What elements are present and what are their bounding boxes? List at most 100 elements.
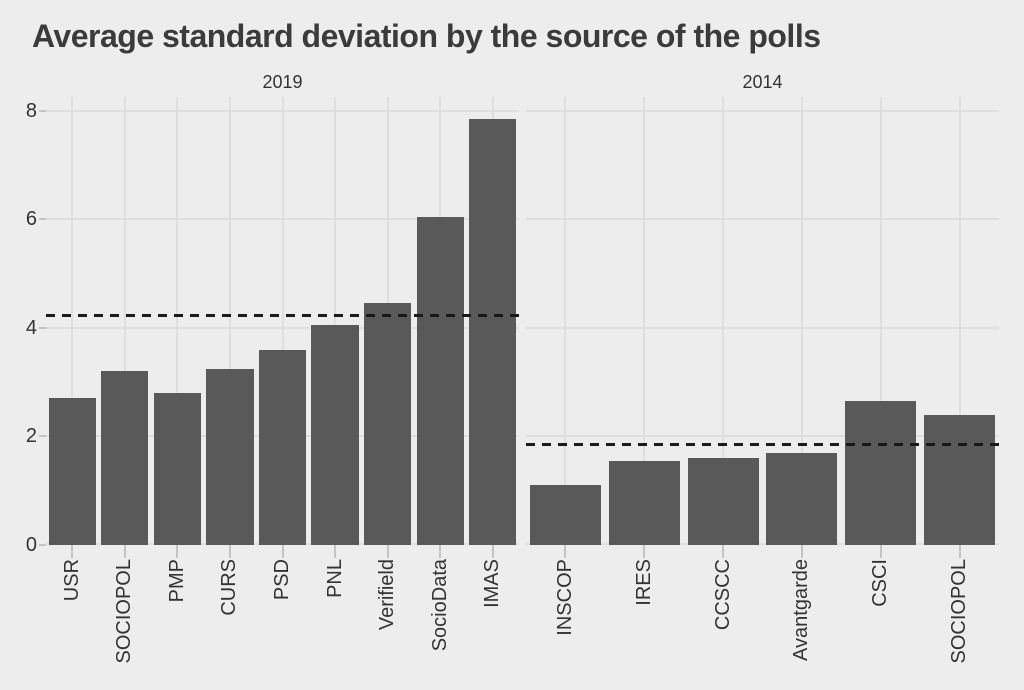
v-gridline-slot [46, 97, 99, 545]
x-label-slot: SocioData [414, 559, 467, 690]
facet-label: 2014 [742, 72, 783, 92]
h-gridline [526, 109, 999, 112]
x-label-PSD: PSD [271, 559, 294, 601]
x-tick-mark [386, 545, 389, 558]
x-label-Avantgarde: Avantgarde [790, 559, 813, 661]
bars-layer [46, 97, 519, 545]
v-gridline [228, 97, 231, 545]
v-gridline [123, 97, 126, 545]
x-label-slot: USR [46, 559, 99, 690]
x-label-slot: CCSCC [684, 559, 763, 690]
x-label-INSCOP: INSCOP [553, 559, 576, 636]
bar-Verifield [364, 303, 412, 545]
x-tick-slot [684, 545, 763, 559]
v-gridline [800, 97, 803, 545]
x-tick-mark [71, 545, 74, 558]
v-gridline-slot [762, 97, 841, 545]
v-gridline-slot [309, 97, 362, 545]
bar-SOCIOPOL [924, 414, 996, 545]
x-label-slot: PMP [151, 559, 204, 690]
x-tick-slot [99, 545, 152, 559]
v-gridline [334, 97, 337, 545]
bar-USR [48, 398, 96, 545]
bar-slot [99, 97, 152, 545]
x-label-PNL: PNL [323, 559, 346, 598]
y-tick-label: 6 [25, 208, 37, 231]
mean-dashed-line [526, 443, 999, 447]
x-tick-slot [204, 545, 257, 559]
v-gridlines [526, 97, 999, 545]
v-gridline-slot [920, 97, 999, 545]
v-gridline [564, 97, 567, 545]
y-axis: 0 2 4 6 8 [0, 97, 46, 556]
y-tick-label: 2 [25, 425, 37, 448]
x-label-slot: INSCOP [526, 559, 605, 690]
x-label-slot: IMAS [467, 559, 520, 690]
v-gridline-slot [99, 97, 152, 545]
bar-INSCOP [529, 485, 601, 545]
y-tick-label: 4 [25, 316, 37, 339]
y-tick-mark [39, 326, 46, 329]
v-gridline-slot [204, 97, 257, 545]
x-tick-mark [800, 545, 803, 558]
h-gridline [526, 435, 999, 438]
x-label-USR: USR [60, 559, 83, 602]
bar-slot [204, 97, 257, 545]
v-gridline [176, 97, 179, 545]
y-tick-mark [39, 109, 46, 112]
bar-PMP [153, 393, 202, 545]
bar-slot [361, 97, 414, 545]
y-tick-label: 0 [25, 534, 37, 556]
facet-panel [46, 97, 519, 545]
x-label-CSCI: CSCI [869, 559, 892, 607]
v-gridline [71, 97, 74, 545]
bar-CURS [206, 368, 254, 545]
bar-slot [526, 97, 605, 545]
bar-SOCIOPOL [101, 371, 149, 545]
bar-CCSCC [687, 458, 759, 545]
v-gridline-slot [151, 97, 204, 545]
facet-label: 2019 [262, 72, 303, 92]
bar-slot [151, 97, 204, 545]
x-label-CURS: CURS [218, 559, 241, 616]
x-label-slot: CURS [204, 559, 257, 690]
x-label-CCSCC: CCSCC [711, 559, 734, 631]
v-gridline [879, 97, 882, 545]
h-gridline [526, 218, 999, 221]
h-gridline [526, 543, 999, 545]
x-ticks [46, 545, 519, 559]
x-tick-slot [920, 545, 999, 559]
x-labels: USR SOCIOPOL PMP CURS PSD PNL Verifield SocioDa… [46, 559, 519, 690]
x-tick-slot [361, 545, 414, 559]
x-label-SOCIOPOL: SOCIOPOL [948, 559, 971, 664]
x-tick-mark [281, 545, 284, 558]
x-label-slot: SOCIOPOL [920, 559, 999, 690]
x-tick-slot [526, 545, 605, 559]
x-tick-mark [228, 545, 231, 558]
x-tick-mark [334, 545, 337, 558]
x-tick-mark [176, 545, 179, 558]
bars-layer [526, 97, 999, 545]
bar-slot [684, 97, 763, 545]
bar-slot [841, 97, 920, 545]
x-tick-mark [722, 545, 725, 558]
v-gridline [281, 97, 284, 545]
v-gridline-slot [684, 97, 763, 545]
x-tick-slot [151, 545, 204, 559]
bar-slot [256, 97, 309, 545]
v-gridline-slot [841, 97, 920, 545]
v-gridline [643, 97, 646, 545]
x-label-PMP: PMP [165, 559, 188, 603]
v-gridline-slot [256, 97, 309, 545]
x-tick-mark [491, 545, 494, 558]
v-gridline [722, 97, 725, 545]
x-tick-mark [564, 545, 567, 558]
bar-slot [414, 97, 467, 545]
bar-IMAS [469, 118, 517, 545]
mean-dashed-line [46, 313, 519, 317]
facet-2014: 2014 INSCOP IRES CCSCC Avantgarde CSCI SOCIOPO… [526, 72, 999, 690]
v-gridline-slot [526, 97, 605, 545]
facet-2019: 2019 USR SOCIOPOL PMP CURS PSD PNL Verifield Soc… [46, 72, 519, 690]
y-tick-label: 8 [25, 99, 37, 122]
y-tick-mark [39, 218, 46, 221]
